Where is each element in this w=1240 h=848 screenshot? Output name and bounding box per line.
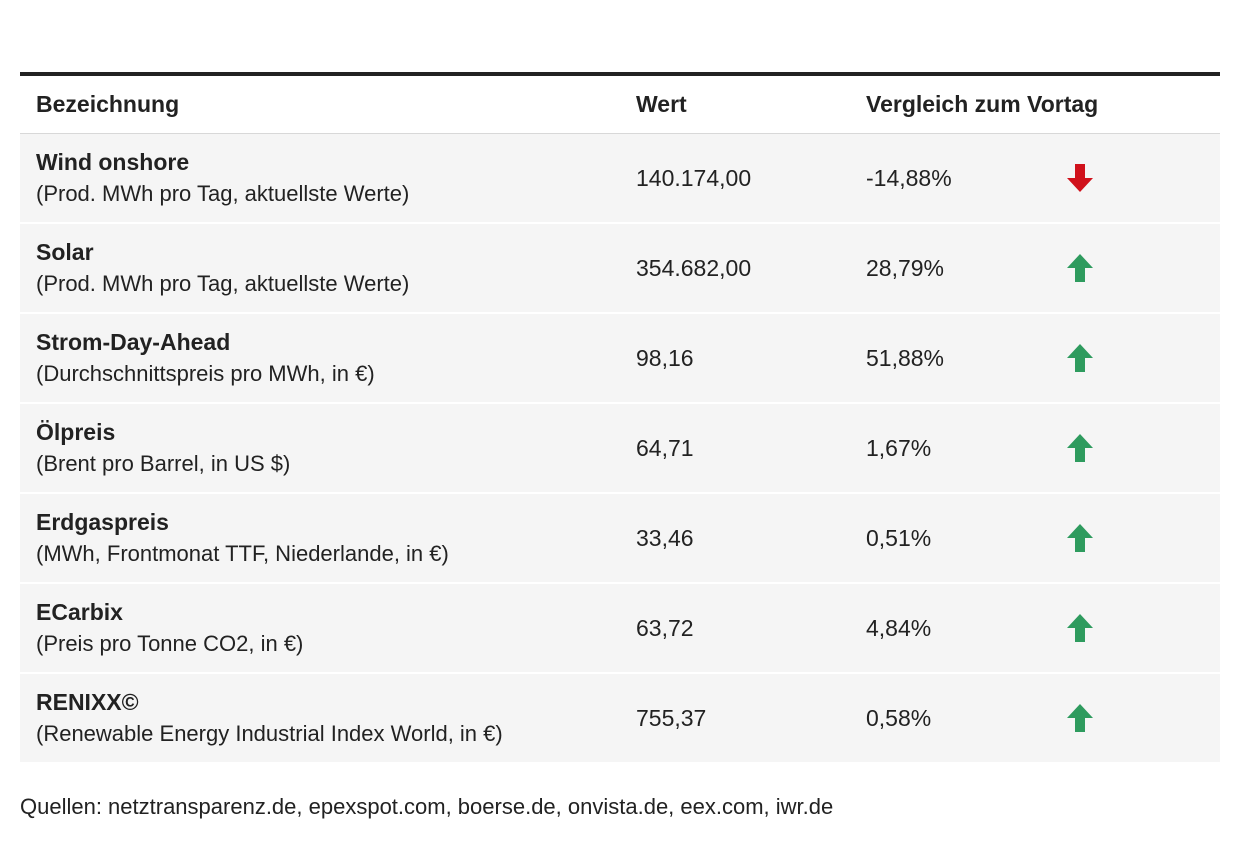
row-change: 4,84% [866,614,932,641]
row-title: Wind onshore [36,149,190,175]
arrow-up-icon [1067,254,1093,282]
table-body: Wind onshore (Prod. MWh pro Tag, aktuells… [20,134,1220,762]
header-change: Vergleich zum Vortag [866,91,1099,117]
row-subtitle: (Renewable Energy Industrial Index World… [36,721,503,746]
table-top-rule [20,72,1220,76]
row-name-cell: Wind onshore (Prod. MWh pro Tag, aktuells… [20,146,636,210]
row-subtitle: (Prod. MWh pro Tag, aktuellste Werte) [36,181,410,206]
row-change: 1,67% [866,434,932,461]
header-name: Bezeichnung [36,91,180,117]
row-value: 755,37 [636,704,707,731]
arrow-up-icon [1067,614,1093,642]
row-trend-cell [1066,253,1220,283]
row-subtitle: (Preis pro Tonne CO2, in €) [36,631,304,656]
row-title: Ölpreis [36,419,116,445]
row-name-cell: Ölpreis (Brent pro Barrel, in US $) [20,416,636,480]
row-trend-cell [1066,163,1220,193]
row-change: 51,88% [866,344,945,371]
table-row: Solar (Prod. MWh pro Tag, aktuellste Wert… [20,224,1220,314]
row-change: 0,58% [866,704,932,731]
row-value: 33,46 [636,524,694,551]
row-change: -14,88% [866,164,952,191]
row-value: 354.682,00 [636,254,752,281]
row-subtitle: (MWh, Frontmonat TTF, Niederlande, in €) [36,541,449,566]
arrow-up-icon [1067,434,1093,462]
source-note: Quellen: netztransparenz.de, epexspot.co… [20,794,834,819]
table-row: Erdgaspreis (MWh, Frontmonat TTF, Niederl… [20,494,1220,584]
row-subtitle: (Prod. MWh pro Tag, aktuellste Werte) [36,271,410,296]
table-row: Strom-Day-Ahead (Durchschnittspreis pro M… [20,314,1220,404]
row-title: ECarbix [36,599,123,625]
table-row: Wind onshore (Prod. MWh pro Tag, aktuells… [20,134,1220,224]
row-trend-cell [1066,613,1220,643]
row-value: 140.174,00 [636,164,752,191]
row-value: 98,16 [636,344,694,371]
row-title: RENIXX© [36,689,139,715]
row-name-cell: Erdgaspreis (MWh, Frontmonat TTF, Niederl… [20,506,636,570]
row-subtitle: (Durchschnittspreis pro MWh, in €) [36,361,375,386]
data-table: Bezeichnung Wert Vergleich zum Vortag Wi… [20,72,1220,762]
table-row: Ölpreis (Brent pro Barrel, in US $) 64,71 1… [20,404,1220,494]
row-trend-cell [1066,433,1220,463]
arrow-up-icon [1067,704,1093,732]
row-title: Solar [36,239,94,265]
table-row: ECarbix (Preis pro Tonne CO2, in €) 63,72 4… [20,584,1220,674]
row-value: 63,72 [636,614,694,641]
arrow-up-icon [1067,524,1093,552]
row-change: 28,79% [866,254,945,281]
arrow-down-icon [1067,164,1093,192]
row-trend-cell [1066,523,1220,553]
arrow-up-icon [1067,344,1093,372]
table-header-row: Bezeichnung Wert Vergleich zum Vortag [20,76,1220,134]
row-title: Strom-Day-Ahead [36,329,231,355]
row-name-cell: RENIXX© (Renewable Energy Industrial Inde… [20,686,636,750]
row-subtitle: (Brent pro Barrel, in US $) [36,451,291,476]
table-row: RENIXX© (Renewable Energy Industrial Inde… [20,674,1220,762]
row-title: Erdgaspreis [36,509,169,535]
row-change: 0,51% [866,524,932,551]
row-trend-cell [1066,703,1220,733]
row-value: 64,71 [636,434,694,461]
header-value: Wert [636,91,687,117]
row-name-cell: Solar (Prod. MWh pro Tag, aktuellste Wert… [20,236,636,300]
row-name-cell: Strom-Day-Ahead (Durchschnittspreis pro M… [20,326,636,390]
row-name-cell: ECarbix (Preis pro Tonne CO2, in €) [20,596,636,660]
row-trend-cell [1066,343,1220,373]
